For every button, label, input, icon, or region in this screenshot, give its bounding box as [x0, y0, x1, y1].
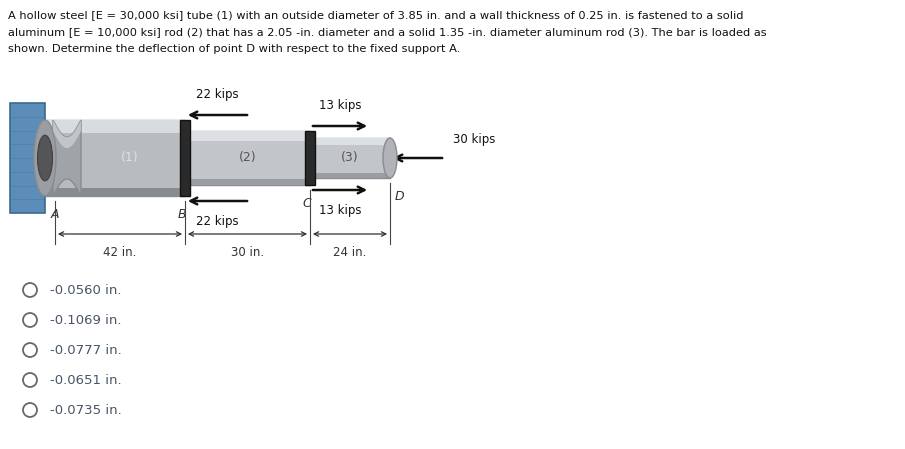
Text: 22 kips: 22 kips — [196, 88, 239, 101]
Text: -0.0777 in.: -0.0777 in. — [50, 343, 122, 357]
Polygon shape — [185, 131, 310, 141]
Text: D: D — [395, 190, 405, 203]
Text: aluminum [E = 10,000 ksi] rod (2) that has a 2.05 -in. diameter and a solid 1.35: aluminum [E = 10,000 ksi] rod (2) that h… — [8, 27, 767, 37]
Ellipse shape — [34, 120, 56, 196]
Text: B: B — [177, 208, 186, 221]
Polygon shape — [53, 120, 81, 196]
Text: 13 kips: 13 kips — [319, 99, 361, 112]
Text: 30 kips: 30 kips — [453, 133, 495, 146]
Polygon shape — [45, 120, 185, 196]
Polygon shape — [185, 179, 310, 185]
Text: -0.1069 in.: -0.1069 in. — [50, 313, 121, 326]
Text: 42 in.: 42 in. — [103, 246, 137, 259]
Polygon shape — [185, 131, 310, 185]
Text: C: C — [302, 197, 311, 210]
Polygon shape — [310, 138, 390, 178]
Text: -0.0651 in.: -0.0651 in. — [50, 374, 121, 387]
Polygon shape — [45, 188, 185, 196]
Polygon shape — [310, 138, 390, 145]
Polygon shape — [305, 131, 315, 185]
Polygon shape — [10, 103, 45, 213]
Text: (3): (3) — [341, 151, 358, 164]
Text: (1): (1) — [121, 151, 138, 164]
Ellipse shape — [383, 138, 397, 178]
Text: 13 kips: 13 kips — [319, 204, 361, 217]
Text: 22 kips: 22 kips — [196, 215, 239, 228]
Polygon shape — [45, 120, 185, 133]
Text: 24 in.: 24 in. — [333, 246, 367, 259]
Polygon shape — [180, 120, 190, 196]
Polygon shape — [53, 120, 81, 148]
Text: 30 in.: 30 in. — [231, 246, 264, 259]
Text: (2): (2) — [239, 151, 256, 164]
Polygon shape — [310, 173, 390, 178]
Ellipse shape — [37, 135, 52, 181]
Text: shown. Determine the deflection of point D with respect to the fixed support A.: shown. Determine the deflection of point… — [8, 44, 461, 54]
Text: A: A — [51, 208, 59, 221]
Text: -0.0560 in.: -0.0560 in. — [50, 283, 121, 296]
Text: A hollow steel [E = 30,000 ksi] tube (1) with an outside diameter of 3.85 in. an: A hollow steel [E = 30,000 ksi] tube (1)… — [8, 10, 744, 20]
Text: -0.0735 in.: -0.0735 in. — [50, 404, 122, 417]
